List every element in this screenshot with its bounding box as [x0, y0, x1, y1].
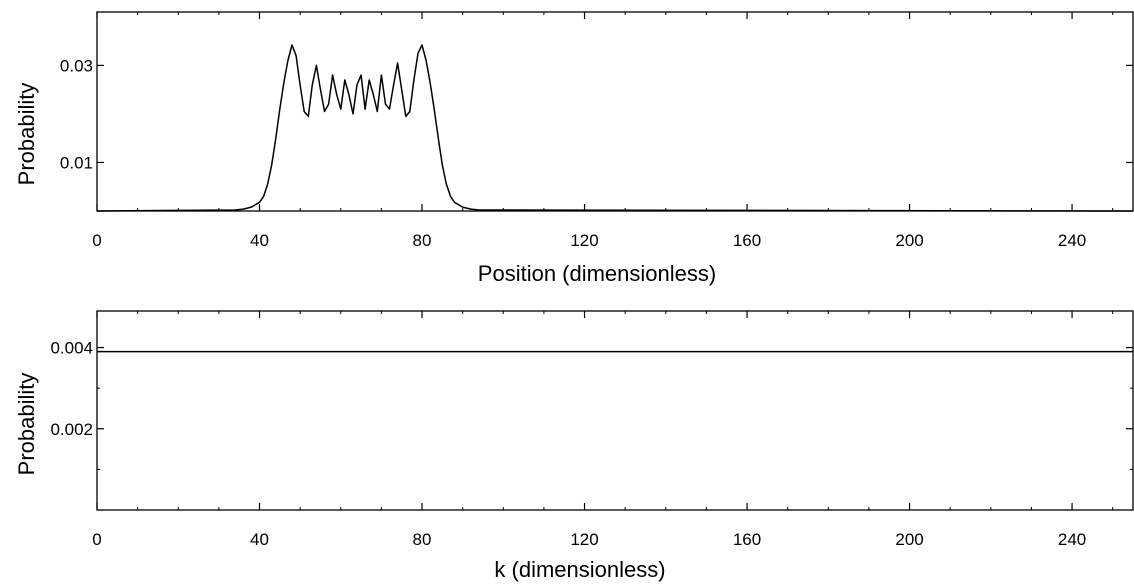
plot-frame	[96, 11, 1134, 212]
x-tick-label: 240	[1058, 530, 1086, 549]
y-tick-label: 0.002	[50, 420, 93, 439]
x-tick-label: 40	[250, 231, 269, 250]
y-axis-label: Probability	[14, 373, 39, 476]
x-tick-label: 200	[895, 530, 923, 549]
x-tick-label: 80	[413, 231, 432, 250]
x-axis-label: k (dimensionless)	[494, 557, 665, 582]
x-tick-label: 120	[570, 231, 598, 250]
series-line	[96, 44, 1134, 212]
x-tick-label: 160	[733, 530, 761, 549]
y-tick-label: 0.03	[60, 56, 93, 75]
x-tick-label: 0	[92, 231, 101, 250]
x-tick-label: 80	[413, 530, 432, 549]
x-tick-label: 0	[92, 530, 101, 549]
k-probability-plot: k (dimensionless) Probability 0 40 80 120 16…	[14, 310, 1134, 582]
y-axis-label: Probability	[14, 83, 39, 186]
y-tick-label: 0.01	[60, 153, 93, 172]
plot-frame	[96, 310, 1134, 511]
x-axis-label: Position (dimensionless)	[478, 261, 716, 286]
x-tick-label: 40	[250, 530, 269, 549]
x-tick-label: 160	[733, 231, 761, 250]
x-tick-label: 200	[895, 231, 923, 250]
y-tick-label: 0.004	[50, 339, 93, 358]
x-tick-label: 240	[1058, 231, 1086, 250]
position-probability-plot: Position (dimensionless) Probability 0 40…	[14, 11, 1134, 286]
x-tick-label: 120	[570, 530, 598, 549]
